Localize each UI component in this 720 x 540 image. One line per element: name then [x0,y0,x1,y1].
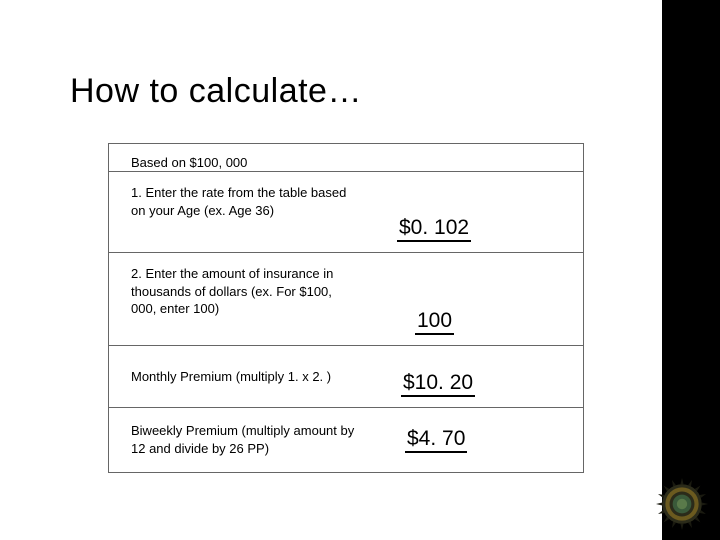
calculation-table: Based on $100, 000 1. Enter the rate fro… [108,143,584,473]
table-row: 1. Enter the rate from the table based o… [109,172,583,253]
step-value: $0. 102 [397,216,471,242]
right-accent-bar [662,0,720,540]
step-label: Biweekly Premium (multiply amount by 12 … [109,408,369,472]
step-value-cell: $0. 102 [369,172,583,252]
slide-title: How to calculate… [70,72,362,111]
table-row: Biweekly Premium (multiply amount by 12 … [109,408,583,472]
slide: How to calculate… Based on $100, 000 1. … [0,0,720,540]
seal-icon [656,478,708,530]
step-value: $10. 20 [401,371,475,397]
step-label: 1. Enter the rate from the table based o… [109,172,369,252]
step-label: 2. Enter the amount of insurance in thou… [109,253,369,345]
step-label: Monthly Premium (multiply 1. x 2. ) [109,346,369,407]
table-header-row: Based on $100, 000 [109,144,583,172]
step-value-cell: $4. 70 [369,408,583,472]
table-row: 2. Enter the amount of insurance in thou… [109,253,583,346]
table-row: Monthly Premium (multiply 1. x 2. ) $10.… [109,346,583,408]
step-value-cell: 100 [369,253,583,345]
table-header-label: Based on $100, 000 [109,144,369,171]
step-value: $4. 70 [405,427,467,453]
step-value: 100 [415,309,454,335]
step-value-cell: $10. 20 [369,346,583,407]
